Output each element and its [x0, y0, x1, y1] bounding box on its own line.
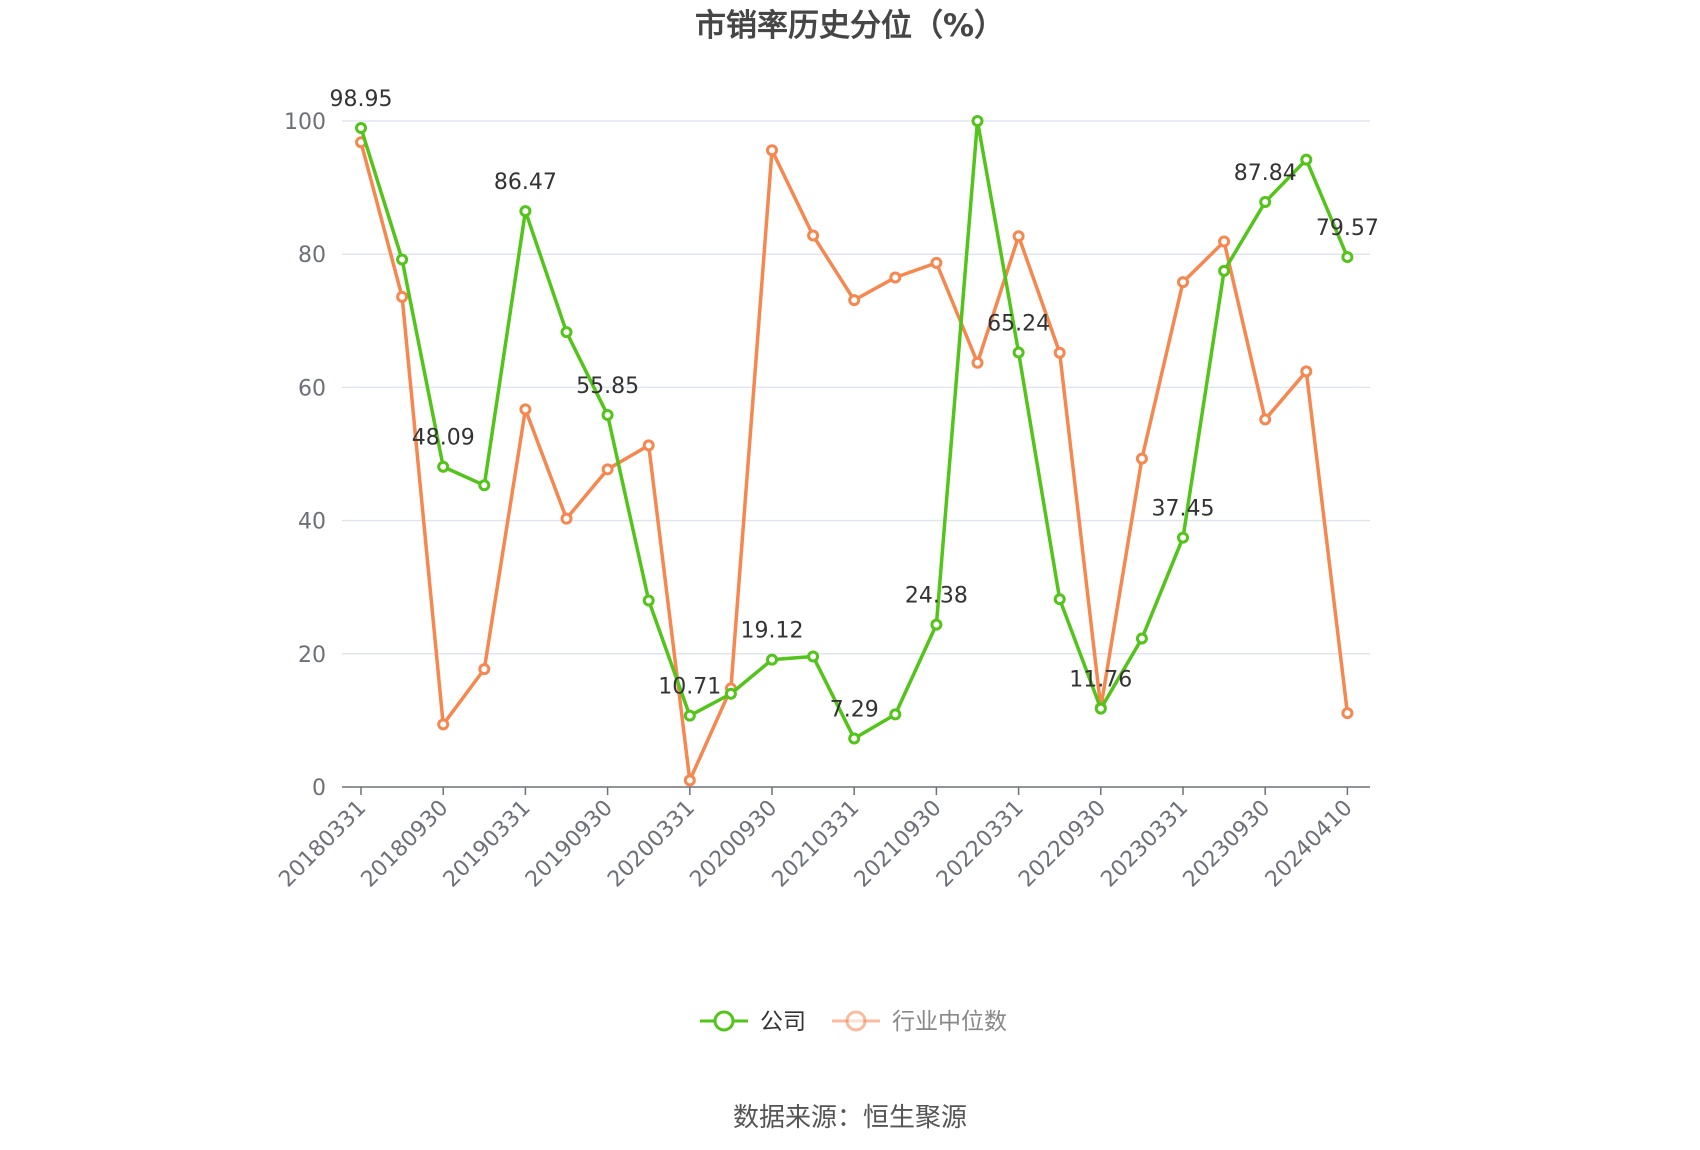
x-tick-label: 20200331 — [603, 796, 700, 893]
x-tick-label: 20200930 — [685, 796, 782, 893]
data-point[interactable] — [642, 594, 655, 607]
x-tick-label: 20230930 — [1179, 796, 1276, 893]
legend-item-company[interactable]: 公司 — [700, 1009, 806, 1035]
data-point[interactable] — [1094, 702, 1107, 715]
data-label: 10.71 — [658, 675, 721, 700]
data-point[interactable] — [1135, 452, 1148, 465]
legend-industry-label: 行业中位数 — [892, 1009, 1007, 1035]
data-point[interactable] — [1012, 230, 1025, 243]
data-point[interactable] — [1259, 413, 1272, 426]
data-point[interactable] — [1177, 276, 1189, 289]
data-point[interactable] — [889, 708, 902, 721]
y-tick-label: 20 — [298, 643, 326, 668]
data-point[interactable] — [724, 687, 737, 700]
data-point[interactable] — [478, 663, 491, 676]
data-point[interactable] — [1053, 346, 1066, 359]
data-point[interactable] — [1259, 195, 1272, 208]
data-point[interactable] — [766, 653, 778, 666]
x-tick-label: 20210331 — [768, 796, 865, 893]
data-point[interactable] — [889, 271, 902, 284]
data-labels: 98.95 48.09 86.47 55.85 10.71 19.12 7.29 24.38 6… — [330, 87, 1379, 722]
data-point[interactable] — [601, 409, 614, 422]
data-point[interactable] — [971, 115, 984, 127]
data-point[interactable] — [807, 650, 820, 663]
data-point[interactable] — [355, 121, 367, 134]
data-point[interactable] — [642, 439, 655, 452]
data-label: 24.38 — [905, 584, 968, 609]
company-line — [359, 119, 1350, 741]
legend: 公司 行业中位数 — [700, 1009, 1007, 1035]
x-axis: 2018033120180930201903312019093020200331… — [274, 786, 1370, 893]
data-point[interactable] — [560, 326, 573, 339]
data-point[interactable] — [807, 229, 820, 242]
data-label: 37.45 — [1152, 497, 1215, 522]
plot-series — [355, 115, 1354, 787]
data-point[interactable] — [1053, 593, 1066, 606]
legend-company-marker — [713, 1010, 735, 1032]
data-label: 48.09 — [412, 426, 475, 451]
data-label: 65.24 — [987, 312, 1050, 337]
data-point[interactable] — [519, 403, 532, 416]
x-tick-label: 20180930 — [357, 796, 454, 893]
data-point[interactable] — [1135, 632, 1148, 645]
y-tick-label: 40 — [298, 510, 326, 535]
data-point[interactable] — [396, 290, 409, 303]
data-point[interactable] — [437, 718, 450, 731]
data-label: 19.12 — [741, 619, 804, 644]
legend-item-industry-median[interactable]: 行业中位数 — [832, 1009, 1007, 1035]
data-point[interactable] — [848, 732, 861, 745]
x-tick-label: 20230331 — [1096, 796, 1193, 893]
industry-median-line — [359, 141, 1350, 783]
x-tick-label: 20190930 — [521, 796, 618, 893]
data-point[interactable] — [1341, 707, 1354, 720]
data-source-note: 数据来源：恒生聚源 — [733, 1103, 967, 1133]
series-company — [355, 115, 1354, 745]
y-axis: 0 20 40 60 80 100 — [284, 110, 326, 801]
data-point[interactable] — [560, 512, 573, 525]
data-point[interactable] — [1012, 346, 1025, 359]
series-industry-median — [355, 136, 1354, 787]
x-tick-label: 20210930 — [850, 796, 947, 893]
data-point[interactable] — [1218, 235, 1231, 248]
data-point[interactable] — [848, 294, 861, 307]
y-tick-label: 0 — [312, 776, 326, 801]
data-point[interactable] — [1177, 531, 1189, 544]
data-point[interactable] — [766, 144, 778, 157]
data-point[interactable] — [683, 709, 696, 722]
data-point[interactable] — [1218, 264, 1231, 277]
data-label: 87.84 — [1234, 161, 1297, 186]
grid-lines — [342, 120, 1370, 655]
data-label: 55.85 — [576, 374, 639, 399]
data-point[interactable] — [601, 463, 614, 476]
data-point[interactable] — [437, 460, 450, 473]
legend-industry-marker — [845, 1010, 867, 1032]
y-tick-label: 100 — [284, 110, 326, 135]
data-point[interactable] — [930, 618, 943, 631]
data-label: 86.47 — [494, 170, 557, 195]
data-label: 98.95 — [330, 87, 393, 112]
x-tick-label: 20220930 — [1014, 796, 1111, 893]
data-point[interactable] — [519, 205, 532, 218]
x-tick-label: 20190331 — [439, 796, 536, 893]
data-label: 79.57 — [1316, 216, 1379, 241]
data-point[interactable] — [396, 253, 409, 266]
legend-company-label: 公司 — [760, 1009, 806, 1035]
y-tick-label: 80 — [298, 243, 326, 268]
data-point[interactable] — [1341, 251, 1354, 264]
x-tick-label: 20240410 — [1261, 796, 1358, 893]
data-label: 11.76 — [1069, 668, 1132, 693]
data-point[interactable] — [1300, 365, 1313, 378]
data-point[interactable] — [683, 774, 696, 787]
data-point[interactable] — [930, 256, 943, 269]
data-point[interactable] — [478, 479, 491, 492]
data-point[interactable] — [1300, 153, 1313, 166]
x-tick-label: 20220331 — [932, 796, 1029, 893]
data-label: 7.29 — [830, 697, 879, 722]
chart-title: 市销率历史分位（%） — [695, 8, 1005, 44]
x-tick-label: 20180331 — [274, 796, 371, 893]
data-point[interactable] — [971, 356, 984, 369]
y-tick-label: 60 — [298, 376, 326, 401]
